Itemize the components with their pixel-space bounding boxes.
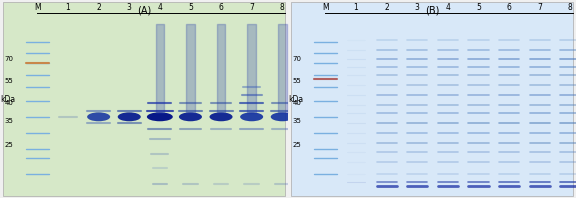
Text: 40: 40 xyxy=(292,100,301,106)
Text: 2: 2 xyxy=(384,3,389,12)
Ellipse shape xyxy=(87,112,110,121)
Text: (A): (A) xyxy=(137,6,151,16)
Text: 1: 1 xyxy=(354,3,358,12)
Text: 3: 3 xyxy=(127,3,132,12)
Text: 70: 70 xyxy=(292,56,301,62)
Text: kDa: kDa xyxy=(288,94,303,104)
Ellipse shape xyxy=(210,112,233,121)
Text: 35: 35 xyxy=(292,118,301,124)
Text: M: M xyxy=(34,3,41,12)
Text: 35: 35 xyxy=(5,118,13,124)
Ellipse shape xyxy=(179,112,202,121)
Text: 8: 8 xyxy=(280,3,285,12)
FancyBboxPatch shape xyxy=(3,2,285,196)
Text: 5: 5 xyxy=(476,3,481,12)
Text: 7: 7 xyxy=(537,3,542,12)
Text: 6: 6 xyxy=(507,3,511,12)
Text: 40: 40 xyxy=(5,100,13,106)
Text: M: M xyxy=(322,3,329,12)
Text: (B): (B) xyxy=(425,6,439,16)
Text: 25: 25 xyxy=(292,142,301,148)
Text: 55: 55 xyxy=(5,78,13,84)
Text: 25: 25 xyxy=(5,142,13,148)
Text: 4: 4 xyxy=(157,3,162,12)
Text: 7: 7 xyxy=(249,3,254,12)
Text: 55: 55 xyxy=(292,78,301,84)
Text: 1: 1 xyxy=(66,3,70,12)
Text: 3: 3 xyxy=(415,3,420,12)
Ellipse shape xyxy=(118,112,141,121)
Text: 70: 70 xyxy=(5,56,13,62)
Text: 8: 8 xyxy=(568,3,573,12)
Ellipse shape xyxy=(147,112,173,121)
Text: 5: 5 xyxy=(188,3,193,12)
FancyBboxPatch shape xyxy=(291,2,573,196)
Text: 4: 4 xyxy=(445,3,450,12)
Text: 2: 2 xyxy=(96,3,101,12)
Ellipse shape xyxy=(240,112,263,121)
Ellipse shape xyxy=(271,112,294,121)
Text: 6: 6 xyxy=(219,3,223,12)
Text: kDa: kDa xyxy=(0,94,15,104)
